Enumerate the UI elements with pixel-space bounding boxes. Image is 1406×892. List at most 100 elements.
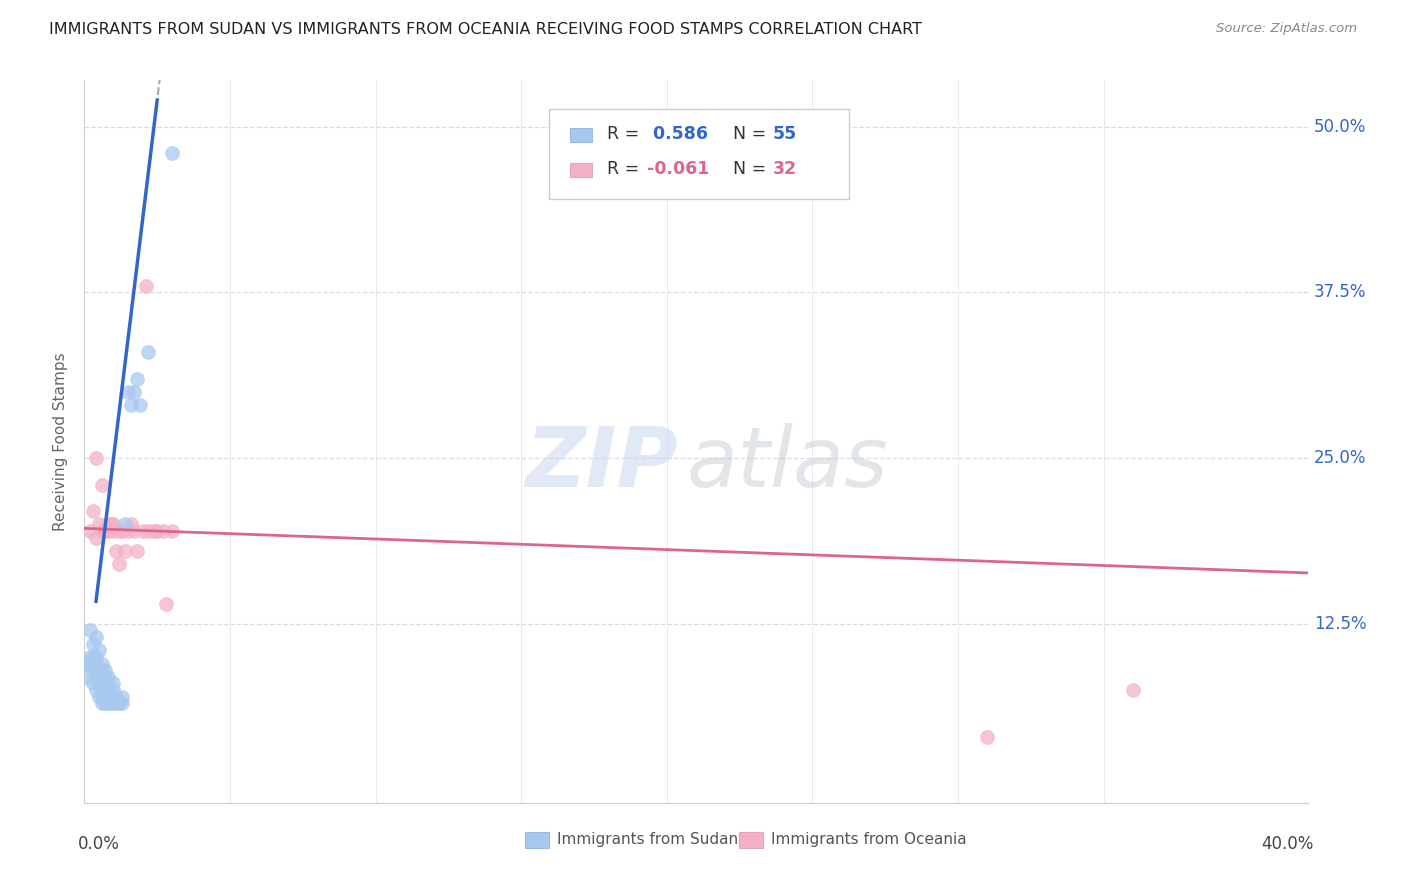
- Point: [90, 670, 112, 684]
- Text: 37.5%: 37.5%: [1313, 284, 1367, 301]
- Point: [84, 650, 107, 665]
- Point: [146, 524, 169, 538]
- Point: [93, 683, 115, 698]
- Point: [103, 683, 125, 698]
- Text: 0.0%: 0.0%: [79, 835, 120, 854]
- Point: [135, 278, 157, 293]
- Point: [97, 697, 120, 711]
- Point: [117, 384, 139, 399]
- Point: [976, 730, 998, 744]
- Text: Source: ZipAtlas.com: Source: ZipAtlas.com: [1216, 22, 1357, 36]
- Text: atlas: atlas: [686, 423, 887, 504]
- Point: [114, 544, 136, 558]
- Point: [103, 676, 125, 690]
- Text: R =: R =: [606, 126, 644, 144]
- Point: [138, 345, 160, 359]
- Point: [108, 697, 131, 711]
- Point: [125, 544, 148, 558]
- Point: [125, 371, 148, 385]
- Text: Immigrants from Oceania: Immigrants from Oceania: [770, 832, 966, 847]
- Point: [97, 670, 120, 684]
- Text: 40.0%: 40.0%: [1261, 835, 1313, 854]
- Text: N =: N =: [733, 161, 772, 178]
- Point: [93, 663, 115, 677]
- FancyBboxPatch shape: [569, 162, 592, 177]
- Point: [122, 384, 145, 399]
- Point: [90, 697, 112, 711]
- Point: [87, 663, 110, 677]
- Point: [105, 690, 128, 704]
- Point: [131, 524, 153, 538]
- Point: [138, 524, 160, 538]
- Point: [93, 690, 115, 704]
- Point: [84, 630, 107, 644]
- Point: [90, 690, 112, 704]
- Point: [103, 517, 125, 532]
- Point: [87, 690, 110, 704]
- Point: [143, 524, 166, 538]
- Point: [82, 676, 104, 690]
- Point: [93, 697, 115, 711]
- Text: R =: R =: [606, 161, 644, 178]
- Point: [82, 504, 104, 518]
- Point: [93, 676, 115, 690]
- Point: [97, 683, 120, 698]
- Point: [90, 683, 112, 698]
- Point: [128, 398, 150, 412]
- Point: [122, 524, 145, 538]
- Point: [105, 544, 128, 558]
- Point: [117, 524, 139, 538]
- Point: [84, 670, 107, 684]
- Point: [76, 657, 98, 671]
- Text: 55: 55: [773, 126, 797, 144]
- Text: IMMIGRANTS FROM SUDAN VS IMMIGRANTS FROM OCEANIA RECEIVING FOOD STAMPS CORRELATI: IMMIGRANTS FROM SUDAN VS IMMIGRANTS FROM…: [49, 22, 922, 37]
- Point: [87, 670, 110, 684]
- Point: [100, 690, 122, 704]
- Point: [103, 524, 125, 538]
- Point: [100, 517, 122, 532]
- Point: [111, 690, 134, 704]
- Point: [82, 637, 104, 651]
- Point: [90, 663, 112, 677]
- Point: [97, 676, 120, 690]
- Point: [82, 663, 104, 677]
- Point: [111, 697, 134, 711]
- Point: [103, 697, 125, 711]
- Point: [84, 683, 107, 698]
- Point: [76, 670, 98, 684]
- Point: [120, 398, 142, 412]
- Point: [108, 524, 131, 538]
- Text: -0.061: -0.061: [647, 161, 710, 178]
- Point: [84, 451, 107, 466]
- Text: Immigrants from Sudan: Immigrants from Sudan: [557, 832, 738, 847]
- Point: [97, 690, 120, 704]
- Point: [108, 557, 131, 571]
- Text: 50.0%: 50.0%: [1313, 118, 1367, 136]
- Text: 0.586: 0.586: [647, 126, 709, 144]
- Point: [79, 524, 101, 538]
- Point: [79, 650, 101, 665]
- Point: [84, 531, 107, 545]
- Text: ZIP: ZIP: [524, 423, 678, 504]
- Point: [87, 643, 110, 657]
- FancyBboxPatch shape: [738, 832, 763, 848]
- Point: [100, 697, 122, 711]
- Point: [79, 624, 101, 638]
- Point: [155, 597, 177, 611]
- Point: [97, 524, 120, 538]
- Y-axis label: Receiving Food Stamps: Receiving Food Stamps: [53, 352, 69, 531]
- Point: [1122, 683, 1144, 698]
- Point: [90, 477, 112, 491]
- Point: [87, 517, 110, 532]
- Point: [160, 524, 183, 538]
- FancyBboxPatch shape: [550, 109, 849, 200]
- FancyBboxPatch shape: [524, 832, 550, 848]
- Text: 12.5%: 12.5%: [1313, 615, 1367, 632]
- Point: [160, 146, 183, 161]
- Text: 25.0%: 25.0%: [1313, 449, 1367, 467]
- Point: [103, 690, 125, 704]
- Point: [87, 676, 110, 690]
- Text: 32: 32: [773, 161, 797, 178]
- Point: [84, 657, 107, 671]
- Point: [79, 657, 101, 671]
